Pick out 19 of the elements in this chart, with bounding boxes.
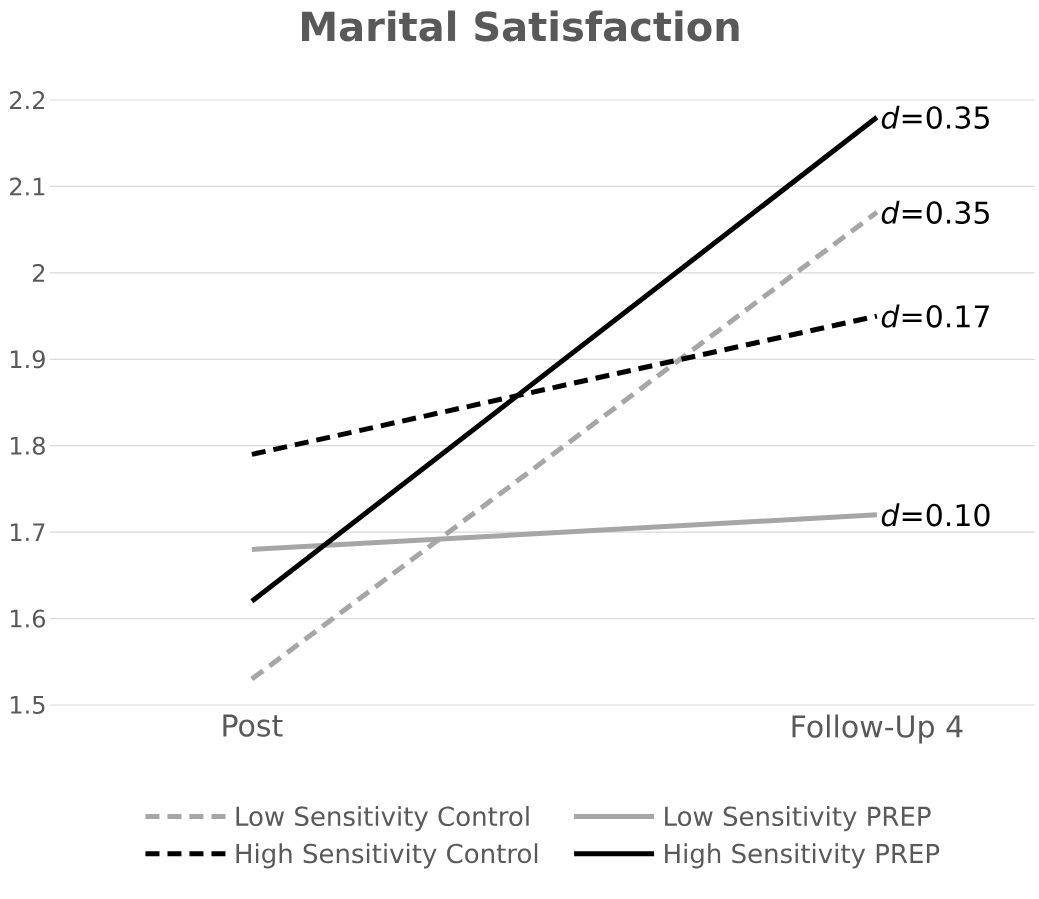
legend-label: High Sensitivity PREP — [665, 843, 940, 869]
annotation: d=0.35 — [881, 200, 989, 224]
annotation: d=0.10 — [881, 503, 990, 527]
y-tick-label: 2.1 — [10, 177, 45, 196]
y-tick-label: 1.8 — [10, 436, 45, 455]
y-tick-label: 1.5 — [10, 696, 45, 714]
x-tick-label: Post — [223, 714, 283, 737]
y-tick-label: 1.7 — [10, 523, 45, 541]
chart-title: Marital Satisfaction — [302, 10, 739, 42]
annotation: d=0.35 — [881, 105, 989, 129]
legend-label: High Sensitivity Control — [236, 843, 538, 869]
annotation: d=0.17 — [881, 304, 989, 328]
legend-label: Low Sensitivity PREP — [665, 805, 931, 832]
y-tick-label: 1.6 — [10, 609, 45, 628]
legend-label: Low Sensitivity Control — [236, 805, 529, 832]
y-tick-label: 2.2 — [10, 91, 45, 109]
y-tick-label: 2 — [32, 263, 45, 282]
x-tick-label: Follow-Up 4 — [792, 714, 963, 744]
y-tick-label: 1.9 — [10, 350, 45, 369]
